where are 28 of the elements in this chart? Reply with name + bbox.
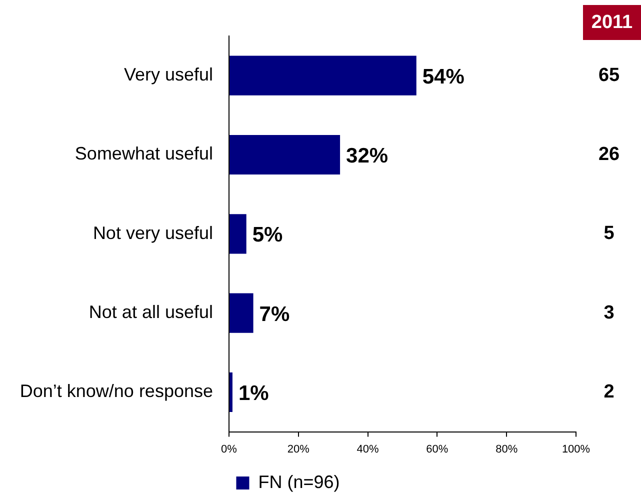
x-tick-label: 20% bbox=[287, 443, 310, 456]
x-tick-label: 40% bbox=[356, 443, 380, 456]
bar bbox=[230, 293, 254, 333]
data-label: 7% bbox=[259, 302, 290, 326]
y-tick-label: Somewhat useful bbox=[74, 144, 213, 164]
data-label: 5% bbox=[252, 224, 284, 247]
x-tick-label: 0% bbox=[221, 443, 238, 456]
legend-label: FN (n=96) bbox=[258, 472, 340, 492]
bar bbox=[230, 372, 232, 412]
text: 65 bbox=[598, 64, 620, 86]
x-tick-label: 80% bbox=[496, 443, 518, 456]
text: 5 bbox=[604, 223, 615, 244]
bar bbox=[230, 134, 340, 175]
data-label: 54% bbox=[422, 65, 465, 88]
y-tick-label: Not at all useful bbox=[88, 302, 213, 322]
text: 3 bbox=[604, 302, 614, 324]
x-tick-label: 100% bbox=[562, 443, 590, 456]
y-tick-label: Very useful bbox=[124, 64, 213, 85]
y-tick-label: Not very useful bbox=[92, 222, 213, 243]
bar bbox=[230, 56, 416, 96]
year-header: 2011 bbox=[583, 5, 641, 40]
text: 26 bbox=[598, 144, 620, 165]
text: 2 bbox=[604, 381, 614, 402]
bar bbox=[230, 214, 246, 254]
data-label: 32% bbox=[346, 144, 388, 168]
x-tick-label: 60% bbox=[426, 443, 448, 456]
data-label: 1% bbox=[238, 382, 270, 406]
y-tick-label: Don’t know/no response bbox=[20, 381, 213, 402]
